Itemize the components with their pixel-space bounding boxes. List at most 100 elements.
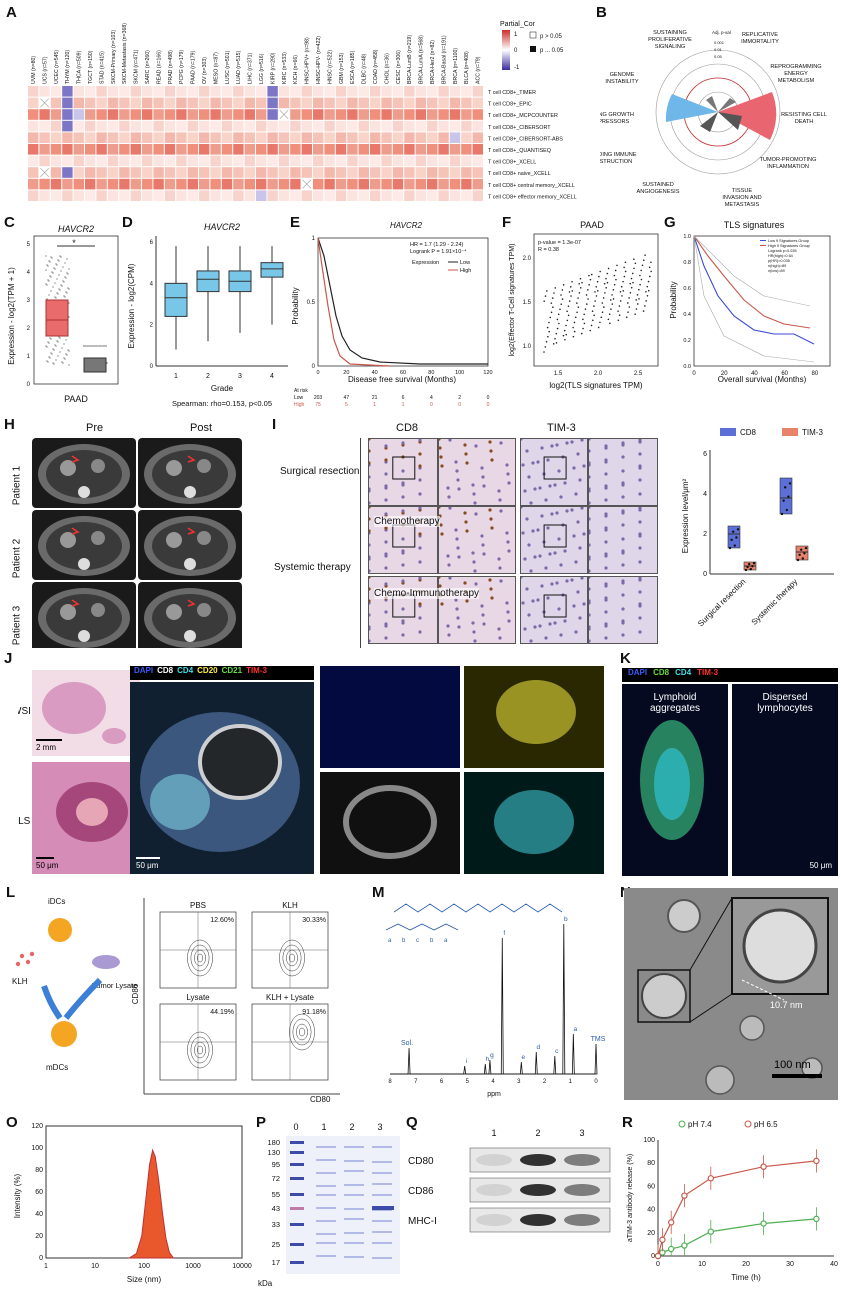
d-ytick: 4 (150, 281, 154, 287)
heatmap-cell (107, 190, 119, 201)
k-scale: 50 μm (809, 861, 832, 870)
c-ytick: 2 (27, 326, 31, 332)
f-point (623, 275, 626, 278)
f-point (617, 319, 620, 322)
ct-scan-image (32, 582, 136, 648)
d-ytick: 2 (150, 323, 154, 329)
heatmap-cell (119, 178, 130, 190)
q-lane-label: 3 (579, 1128, 584, 1138)
heatmap-cell (199, 109, 210, 120)
heatmap-cell (415, 144, 426, 155)
g-xtick: 80 (812, 371, 819, 377)
e-risk-row: High (294, 402, 305, 408)
hallmark-label: SIGNALING (655, 44, 685, 50)
radial-b-svg: Adj. p-val 0.001 0.01 0.05 SUSTAININGPROLIFE… (600, 30, 827, 208)
heatmap-cell (461, 155, 472, 167)
heatmap-cell (358, 178, 369, 190)
f-point (636, 294, 639, 296)
l-yaxis: CD86 (131, 983, 140, 1004)
c-title: HAVCR2 (58, 224, 94, 234)
f-point (619, 300, 622, 302)
c-point (45, 269, 47, 271)
l-contour (194, 1041, 206, 1059)
p-marker-band (290, 1207, 304, 1210)
heatmap-cell (472, 86, 483, 97)
heatmap-cell (438, 190, 449, 201)
heatmap-cell (472, 178, 483, 190)
m-xtick: 3 (517, 1079, 521, 1085)
m-peak-label: c (555, 1048, 559, 1055)
heatmap-cell (153, 178, 164, 190)
f-point (583, 322, 586, 325)
ct-scan-image (138, 510, 242, 580)
f-point (603, 282, 606, 285)
c-point (60, 284, 62, 286)
heatmap-cell (119, 132, 130, 143)
nmr-m-svg: a b c b a 8 7 6 5 4 3 2 1 0 ppm Sol. f b a c d e gh i TMS (385, 903, 606, 1098)
c-point (61, 285, 63, 287)
f-point (631, 272, 634, 275)
heatmap-cell (176, 144, 187, 155)
heatmap-cell (313, 86, 324, 97)
p-marker: 33 (272, 1220, 280, 1229)
heatmap-cell (107, 109, 119, 120)
f-point (543, 351, 545, 353)
heatmap-cell (335, 97, 347, 109)
e-xtick: 60 (400, 370, 406, 376)
c-point (56, 264, 58, 266)
f-point (589, 278, 592, 281)
heatmap-cell (256, 86, 267, 97)
km-g-svg: TLS signatures 0.0 0.2 0.4 0.6 0.8 1.0 0 20 40 60 8… (669, 220, 831, 384)
heatmap-cell (404, 190, 415, 201)
l-plot-title: Lysate (186, 993, 210, 1002)
m-xlabel: ppm (487, 1091, 501, 1098)
c-point (53, 363, 55, 365)
c-point (46, 284, 48, 286)
f-point (557, 313, 560, 316)
d-xtick: 1 (174, 373, 178, 380)
heatmap-cell (438, 144, 449, 155)
heatmap-cell (370, 109, 381, 120)
l-klh-dot (19, 953, 25, 959)
e-risk-label: At risk (294, 388, 308, 394)
heatmap-cell (347, 132, 358, 143)
heatmap-cell (233, 120, 244, 132)
cancer-label: CESC (n=306) (396, 50, 402, 84)
r-legend-marker (744, 1120, 752, 1128)
heatmap-cell (449, 97, 461, 109)
f-point (607, 267, 610, 270)
r-ytick: 40 (647, 1207, 655, 1214)
heatmap-cell (221, 97, 233, 109)
heatmap-cell (62, 178, 73, 190)
f-point (614, 269, 617, 272)
cancer-label: KICH (n=66) (293, 55, 299, 84)
p-band (316, 1242, 336, 1244)
heatmap-cell (313, 120, 324, 132)
heatmap-cell (301, 190, 312, 201)
heatmap-cell (199, 167, 210, 178)
g-ytick: 0.6 (683, 286, 691, 292)
q-lane-label: 1 (491, 1128, 496, 1138)
heatmap-cell (358, 155, 369, 167)
f-point (646, 285, 649, 288)
heatmap-cell (301, 97, 312, 109)
heatmap-cell (347, 190, 358, 201)
ihc-cells (519, 437, 586, 505)
heatmap-cell (153, 155, 164, 167)
c-point (106, 362, 108, 364)
r-xlabel: Time (h) (731, 1273, 761, 1282)
hallmark-label: EVADING IMMUNE (600, 152, 637, 158)
r-legend-marker (678, 1120, 686, 1128)
heatmap-cell (153, 109, 164, 120)
c-ytick: 0 (27, 382, 31, 388)
e-risk-high: 0 (458, 402, 461, 408)
c-point (60, 256, 62, 258)
cancer-label: UCS (n=57) (42, 56, 48, 84)
heatmap-cell (96, 144, 107, 155)
heatmap-cell (142, 97, 153, 109)
heatmap-cell (50, 167, 62, 178)
f-point (585, 294, 588, 296)
j-channel-label: CD8 (157, 666, 174, 675)
heatmap-cell (449, 120, 461, 132)
